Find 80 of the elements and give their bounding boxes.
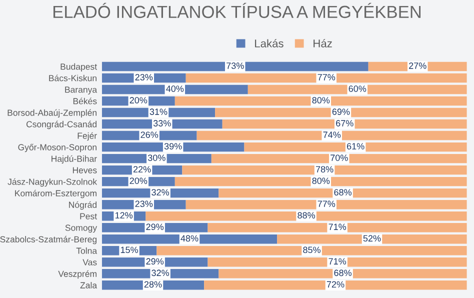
data-label: 33% <box>153 120 171 126</box>
bar <box>218 188 467 198</box>
y-tick-label: Budapest <box>60 63 97 72</box>
data-label: 52% <box>363 235 381 242</box>
data-label: 26% <box>140 132 158 138</box>
y-tick-label: Baranya <box>65 86 98 94</box>
data-label: 68% <box>334 270 352 276</box>
data-label: 72% <box>326 281 344 288</box>
y-tick-label: Csongrád-Csanád <box>26 120 96 130</box>
data-label: 68% <box>334 189 352 196</box>
bar <box>218 269 467 278</box>
bar <box>102 62 368 72</box>
y-tick-label: Bács-Kiskun <box>49 74 96 82</box>
legend-label: Ház <box>314 39 332 48</box>
data-label: 39% <box>164 143 182 150</box>
data-label: 88% <box>298 212 316 219</box>
y-tick-label: Tolna <box>76 247 98 254</box>
y-tick-label: Borsod-Abaúj-Zemplén <box>8 109 96 118</box>
bar <box>182 165 467 175</box>
data-label: 23% <box>135 74 153 80</box>
data-label: 74% <box>323 132 341 138</box>
bar <box>208 223 467 232</box>
bar <box>174 176 467 186</box>
data-label: 71% <box>328 224 346 230</box>
data-label: 29% <box>146 224 164 230</box>
data-label: 30% <box>148 154 166 161</box>
y-tick-label: Komárom-Esztergom <box>15 190 96 198</box>
bar <box>222 119 467 129</box>
data-label: 40% <box>166 86 184 92</box>
bar <box>186 200 467 210</box>
bar <box>156 246 467 256</box>
y-tick-label: Pest <box>80 213 97 220</box>
bar <box>215 108 467 118</box>
y-tick-label: Jász-Nagykun-Szolnok <box>8 178 98 187</box>
bar <box>196 130 467 140</box>
y-tick-label: Fejér <box>78 132 97 141</box>
bar <box>186 73 467 83</box>
data-label: 71% <box>328 258 346 265</box>
y-tick-label: Szabolcs-Szatmár-Bereg <box>0 236 96 244</box>
data-label: 80% <box>312 178 330 184</box>
y-tick-label: Veszprém <box>58 270 96 279</box>
data-label: 31% <box>150 108 168 115</box>
data-label: 69% <box>332 108 350 115</box>
data-label: 20% <box>130 97 148 104</box>
legend-label: Lakás <box>255 39 284 48</box>
data-label: 28% <box>144 281 162 288</box>
data-label: 29% <box>146 258 164 265</box>
data-label: 48% <box>180 235 198 242</box>
bar <box>211 154 467 164</box>
data-label: 23% <box>135 200 153 208</box>
y-tick-label: Vas <box>82 259 97 266</box>
data-label: 15% <box>120 246 138 254</box>
data-label: 77% <box>318 200 336 207</box>
bar <box>174 96 467 106</box>
data-label: 27% <box>409 62 426 69</box>
data-label: 85% <box>303 246 320 254</box>
data-label: 22% <box>133 166 151 172</box>
data-label: 73% <box>226 62 244 69</box>
y-tick-label: Zala <box>80 282 98 288</box>
data-label: 80% <box>312 97 330 104</box>
data-label: 77% <box>318 74 336 80</box>
data-label: 20% <box>130 178 148 184</box>
data-label: 78% <box>316 166 334 172</box>
data-label: 70% <box>330 154 348 161</box>
data-label: 32% <box>152 270 170 276</box>
y-tick-label: Nógrád <box>69 201 96 210</box>
bar <box>146 212 467 221</box>
y-tick-label: Hajdú-Bihar <box>52 155 97 164</box>
y-tick-label: Heves <box>72 167 97 174</box>
bar <box>208 258 467 267</box>
data-label: 60% <box>348 86 366 92</box>
data-label: 67% <box>336 120 354 126</box>
y-tick-label: Győr-Moson-Sopron <box>18 144 96 152</box>
data-label: 32% <box>152 189 170 196</box>
y-tick-label: Somogy <box>65 224 98 233</box>
bar <box>204 280 467 290</box>
chart-title: ELADÓ INGATLANOK TÍPUSA A MEGYÉKBEN <box>53 2 421 18</box>
data-label: 61% <box>346 143 364 150</box>
y-tick-label: Békés <box>73 98 97 104</box>
data-label: 12% <box>115 212 133 218</box>
